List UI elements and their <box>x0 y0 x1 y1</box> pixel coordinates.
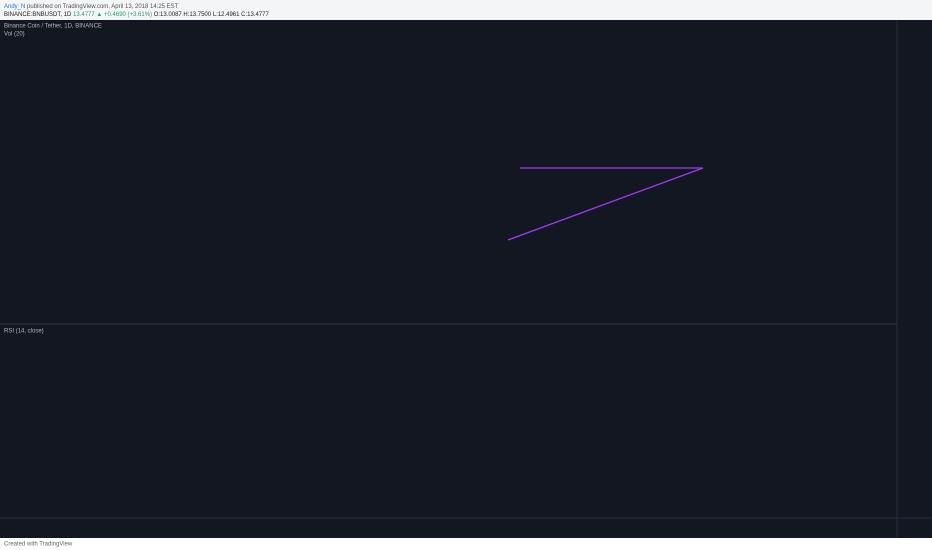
symbol-line: BINANCE:BNBUSDT, 1D 13.4777 ▲ +0.4690 (+… <box>4 12 269 18</box>
published: published on TradingView.com, April 13, … <box>27 4 179 10</box>
author[interactable]: Andy_N <box>4 4 25 10</box>
footer-bar <box>0 538 932 550</box>
header-bar <box>0 0 932 20</box>
change: ▲ +0.4690 (+3.61%) <box>96 12 152 18</box>
chart-background <box>0 20 932 538</box>
symbol: BINANCE:BNBUSDT, 1D <box>4 12 72 18</box>
rsi-title: RSI (14, close) <box>4 329 44 335</box>
trendline-ascending <box>507 167 704 241</box>
ohlc: O:13.0087 H:13.7500 L:12.4961 C:13.4777 <box>154 12 270 18</box>
chart-title: Binance Coin / Tether, 1D, BINANCE <box>4 24 102 30</box>
footer: Created with TradingView <box>4 542 73 548</box>
last: 13.4777 <box>73 12 95 18</box>
header-line: Andy_N published on TradingView.com, Apr… <box>4 4 179 10</box>
volume-title: Vol (20) <box>4 32 25 38</box>
